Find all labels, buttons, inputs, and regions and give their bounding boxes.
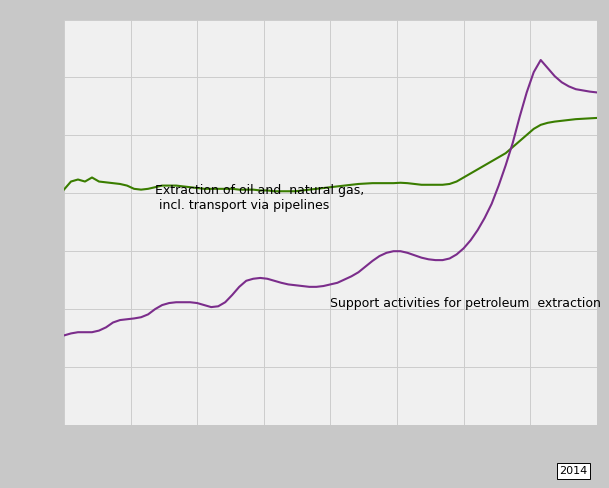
Text: Support activities for petroleum  extraction: Support activities for petroleum extract…: [330, 297, 601, 309]
Text: Extraction of oil and  natural gas,
 incl. transport via pipelines: Extraction of oil and natural gas, incl.…: [155, 184, 364, 212]
Text: 2014: 2014: [560, 466, 588, 476]
